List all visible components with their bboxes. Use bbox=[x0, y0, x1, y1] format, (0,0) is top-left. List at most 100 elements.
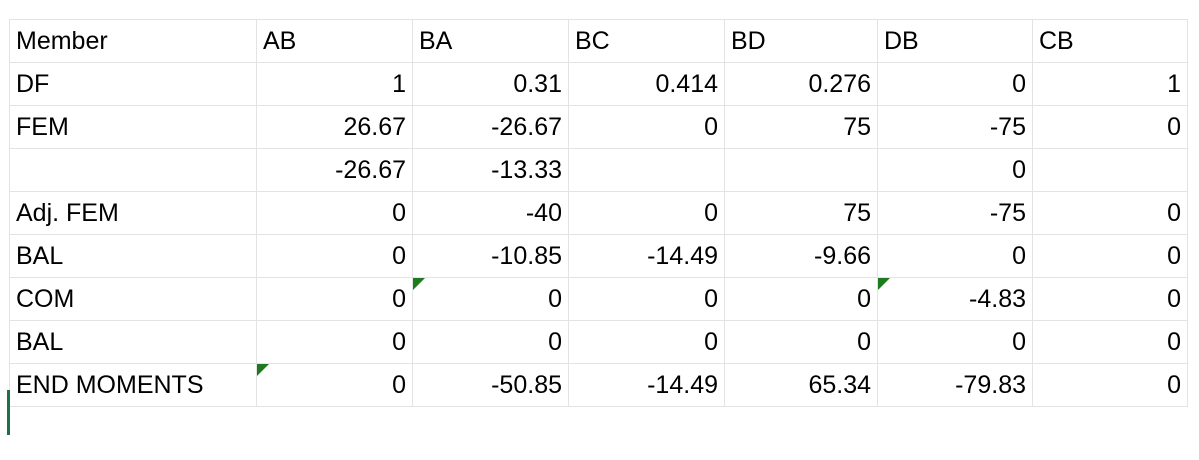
value-cell[interactable]: 0 bbox=[568, 277, 725, 321]
value-cell[interactable]: 0 bbox=[256, 234, 413, 278]
value-cell[interactable]: -75 bbox=[877, 191, 1033, 235]
cell-value: 0 bbox=[1167, 112, 1181, 141]
value-cell[interactable]: 0.31 bbox=[412, 62, 569, 106]
cell-value: 1 bbox=[1167, 69, 1181, 98]
cell-value: 0 bbox=[1167, 241, 1181, 270]
value-cell[interactable]: 26.67 bbox=[256, 105, 413, 149]
header-cell-cb[interactable]: CB bbox=[1032, 19, 1188, 63]
value-cell[interactable]: 0 bbox=[1032, 191, 1188, 235]
cell-value: 0 bbox=[392, 241, 406, 270]
row-label-cell[interactable]: COM bbox=[9, 277, 257, 321]
value-cell[interactable]: -26.67 bbox=[256, 148, 413, 192]
value-cell[interactable]: 0 bbox=[877, 234, 1033, 278]
value-cell[interactable]: 1 bbox=[256, 62, 413, 106]
value-cell[interactable]: 0 bbox=[568, 320, 725, 364]
header-cell-bc[interactable]: BC bbox=[568, 19, 725, 63]
cell-value: 0 bbox=[1167, 284, 1181, 313]
value-cell[interactable]: -79.83 bbox=[877, 363, 1033, 407]
value-cell[interactable]: 0 bbox=[412, 320, 569, 364]
cell-value: 0.31 bbox=[513, 69, 562, 98]
cell-value: -26.67 bbox=[335, 155, 406, 184]
value-cell[interactable]: 75 bbox=[724, 105, 878, 149]
row-label-cell[interactable] bbox=[9, 148, 257, 192]
cell-value: 0 bbox=[1012, 69, 1026, 98]
value-cell[interactable]: -50.85 bbox=[412, 363, 569, 407]
cell-value: 0.414 bbox=[655, 69, 718, 98]
value-cell[interactable]: 0 bbox=[1032, 277, 1188, 321]
cell-value: 0 bbox=[1167, 327, 1181, 356]
value-cell[interactable] bbox=[568, 148, 725, 192]
row-label-cell[interactable]: END MOMENTS bbox=[9, 363, 257, 407]
cell-value: 26.67 bbox=[343, 112, 406, 141]
cell-value: 0 bbox=[548, 284, 562, 313]
value-cell[interactable] bbox=[724, 148, 878, 192]
cell-value: -79.83 bbox=[955, 370, 1026, 399]
value-cell[interactable]: 0 bbox=[412, 277, 569, 321]
cell-value: 0 bbox=[1012, 155, 1026, 184]
value-cell[interactable] bbox=[1032, 148, 1188, 192]
value-cell[interactable]: 75 bbox=[724, 191, 878, 235]
value-cell[interactable]: -75 bbox=[877, 105, 1033, 149]
cell-value: 1 bbox=[392, 69, 406, 98]
value-cell[interactable]: 0 bbox=[568, 105, 725, 149]
cell-value: 0 bbox=[392, 370, 406, 399]
value-cell[interactable]: 0 bbox=[1032, 105, 1188, 149]
value-cell[interactable]: 0 bbox=[724, 277, 878, 321]
value-cell[interactable]: -13.33 bbox=[412, 148, 569, 192]
row-label-cell[interactable]: BAL bbox=[9, 320, 257, 364]
value-cell[interactable]: -40 bbox=[412, 191, 569, 235]
header-cell-ba[interactable]: BA bbox=[412, 19, 569, 63]
row-label-cell[interactable]: BAL bbox=[9, 234, 257, 278]
cell-value: 0 bbox=[704, 112, 718, 141]
value-cell[interactable]: 0 bbox=[256, 320, 413, 364]
row-label-cell[interactable]: Adj. FEM bbox=[9, 191, 257, 235]
row-label-cell[interactable]: FEM bbox=[9, 105, 257, 149]
value-cell[interactable]: -9.66 bbox=[724, 234, 878, 278]
value-cell[interactable]: 0 bbox=[877, 320, 1033, 364]
header-cell-db[interactable]: DB bbox=[877, 19, 1033, 63]
value-cell[interactable]: 0 bbox=[877, 62, 1033, 106]
cell-value: -14.49 bbox=[647, 370, 718, 399]
note-indicator-icon[interactable] bbox=[257, 364, 269, 376]
cell-value: 0 bbox=[857, 284, 871, 313]
cell-value: 65.34 bbox=[808, 370, 871, 399]
cell-value: 0 bbox=[548, 327, 562, 356]
cell-value: 0 bbox=[1012, 327, 1026, 356]
value-cell[interactable]: 0 bbox=[256, 363, 413, 407]
value-cell[interactable]: 65.34 bbox=[724, 363, 878, 407]
cell-value: -75 bbox=[989, 112, 1026, 141]
value-cell[interactable]: 0 bbox=[256, 277, 413, 321]
value-cell[interactable]: -4.83 bbox=[877, 277, 1033, 321]
value-cell[interactable]: -14.49 bbox=[568, 363, 725, 407]
value-cell[interactable]: 0 bbox=[256, 191, 413, 235]
table-row: BAL 0 -10.85 -14.49 -9.66 0 0 bbox=[9, 234, 1188, 278]
note-indicator-icon[interactable] bbox=[413, 278, 425, 290]
table-row: COM 0 0 0 0 -4.83 0 bbox=[9, 277, 1188, 321]
value-cell[interactable]: 0 bbox=[1032, 320, 1188, 364]
value-cell[interactable]: 0.276 bbox=[724, 62, 878, 106]
row-label-cell[interactable]: DF bbox=[9, 62, 257, 106]
cell-value: 0 bbox=[704, 284, 718, 313]
value-cell[interactable]: -14.49 bbox=[568, 234, 725, 278]
table-row: Adj. FEM 0 -40 0 75 -75 0 bbox=[9, 191, 1188, 235]
cell-value: -4.83 bbox=[969, 284, 1026, 313]
value-cell[interactable]: 0 bbox=[724, 320, 878, 364]
value-cell[interactable]: -26.67 bbox=[412, 105, 569, 149]
header-cell-ab[interactable]: AB bbox=[256, 19, 413, 63]
header-cell-bd[interactable]: BD bbox=[724, 19, 878, 63]
cell-value: -10.85 bbox=[491, 241, 562, 270]
value-cell[interactable]: 1 bbox=[1032, 62, 1188, 106]
value-cell[interactable]: 0 bbox=[877, 148, 1033, 192]
value-cell[interactable]: -10.85 bbox=[412, 234, 569, 278]
header-cell-member[interactable]: Member bbox=[9, 19, 257, 63]
cell-value: 75 bbox=[843, 198, 871, 227]
note-indicator-icon[interactable] bbox=[878, 278, 890, 290]
value-cell[interactable]: 0.414 bbox=[568, 62, 725, 106]
cell-value: -14.49 bbox=[647, 241, 718, 270]
cell-value: -26.67 bbox=[491, 112, 562, 141]
cell-value: 0 bbox=[392, 327, 406, 356]
value-cell[interactable]: 0 bbox=[1032, 363, 1188, 407]
value-cell[interactable]: 0 bbox=[568, 191, 725, 235]
value-cell[interactable]: 0 bbox=[1032, 234, 1188, 278]
